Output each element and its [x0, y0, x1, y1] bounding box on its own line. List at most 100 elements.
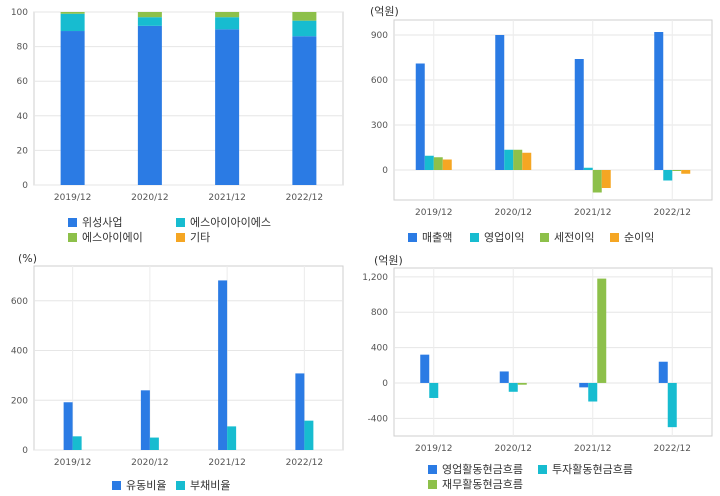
bar-에스아이아이에스 [60, 13, 85, 32]
bar-매출액 [574, 59, 584, 170]
chart-svg-ratios: 0 200 400 600 2019/12 2020/12 2021/12 2022/12 [11, 265, 344, 468]
x-tick-label: 2022/12 [654, 444, 691, 454]
bar-유동비율 [218, 280, 228, 450]
y-tick-label: 0 [22, 181, 28, 191]
bar-유동비율 [295, 373, 305, 450]
y-tick-label: 20 [17, 146, 29, 156]
bar-영업이익 [583, 167, 593, 170]
bar-부채비율 [149, 437, 159, 450]
chart-panel-ratios: (%) 0 200 400 600 2019/12 2020/12 2021/12 2022/… [0, 248, 350, 496]
bar-영업이익 [663, 170, 673, 181]
x-tick-label: 2019/12 [415, 444, 452, 454]
y-tick-label: -400 [368, 414, 389, 424]
bar-매출액 [654, 32, 664, 170]
legend-label: 에스아이에이 [82, 231, 143, 244]
legend-label: 유동비율 [126, 479, 167, 492]
x-tick-label: 2020/12 [495, 444, 532, 454]
legend-item-1: 위성사업 [68, 214, 122, 230]
legend-swatch [112, 481, 121, 490]
y-tick-label: 300 [371, 121, 388, 131]
legend-item-2: 에스아이아이에스 [176, 214, 271, 230]
x-tick-label: 2019/12 [415, 208, 452, 218]
bar-위성사업 [60, 31, 85, 186]
y-tick-label: 400 [371, 344, 388, 354]
legend-label: 영업활동현금흐름 [442, 463, 523, 476]
bar-에스아이아이에스 [137, 17, 162, 26]
legend-swatch [176, 233, 185, 242]
bar-순이익 [522, 152, 532, 170]
bar-위성사업 [292, 36, 317, 185]
legend-item-1: 매출액 [408, 229, 452, 245]
chart-panel-cashflow: (억원) -400 0 400 800 1,200 2019/12 2020/12 2021/… [360, 248, 720, 496]
bar-유동비율 [63, 402, 73, 450]
x-tick-label: 2021/12 [208, 193, 245, 203]
x-tick-label: 2019/12 [54, 193, 91, 203]
bar-매출액 [415, 63, 425, 170]
bar-영업활동현금흐름 [499, 371, 509, 383]
bar-영업이익 [424, 155, 434, 170]
plot-area [393, 267, 713, 437]
y-tick-label: 600 [11, 297, 28, 307]
legend-item-2: 영업이익 [470, 229, 524, 245]
legend-swatch [540, 233, 549, 242]
x-tick-label: 2020/12 [495, 208, 532, 218]
legend-swatch [408, 233, 417, 242]
y-tick-label: 200 [11, 396, 28, 406]
y-tick-label: 800 [371, 308, 388, 318]
legend-item-2: 부채비율 [176, 477, 230, 493]
bar-위성사업 [137, 25, 162, 186]
legend-label: 부채비율 [190, 479, 231, 492]
bar-투자활동현금흐름 [588, 382, 598, 402]
y-tick-label: 0 [22, 446, 28, 456]
y-tick-label: 900 [371, 31, 388, 41]
legend-label: 에스아이아이에스 [190, 216, 271, 229]
chart-panel-segment-share: 0 20 40 60 80 100 2019/12 2020/12 2021/12 2022/12… [0, 0, 350, 246]
legend-swatch [68, 218, 77, 227]
legend-label: 재무활동현금흐름 [442, 478, 523, 491]
bar-순이익 [601, 170, 611, 188]
legend-item-3: 재무활동현금흐름 [428, 476, 523, 492]
bar-매출액 [495, 35, 505, 170]
x-tick-label: 2020/12 [131, 193, 168, 203]
bar-세전이익 [672, 170, 682, 171]
bar-에스아이에이 [137, 12, 162, 18]
bar-에스아이에이 [292, 12, 317, 21]
bar-부채비율 [304, 420, 314, 450]
bar-영업활동현금흐름 [658, 361, 668, 383]
unit-label: (%) [18, 252, 38, 265]
bar-투자활동현금흐름 [667, 382, 677, 428]
bar-투자활동현금흐름 [429, 382, 439, 398]
legend-ratios: 유동비율 부채비율 [112, 477, 342, 493]
bar-영업활동현금흐름 [579, 382, 589, 388]
bar-세전이익 [513, 149, 523, 170]
bar-재무활동현금흐름 [517, 382, 527, 385]
legend-swatch [176, 218, 185, 227]
bar-순이익 [442, 159, 452, 170]
y-tick-label: 0 [382, 166, 388, 176]
bar-투자활동현금흐름 [508, 382, 518, 392]
legend-item-3: 에스아이에이 [68, 229, 143, 245]
x-tick-label: 2022/12 [286, 458, 323, 468]
legend-label: 위성사업 [82, 216, 123, 229]
y-tick-label: 80 [17, 43, 29, 53]
plot-area [33, 11, 344, 186]
legend-swatch [428, 465, 437, 474]
bar-세전이익 [433, 157, 443, 170]
bar-재무활동현금흐름 [597, 278, 607, 383]
y-tick-label: 1,200 [362, 273, 388, 283]
legend-swatch [176, 481, 185, 490]
legend-label: 순이익 [624, 231, 655, 244]
x-tick-label: 2021/12 [574, 208, 611, 218]
legend-label: 세전이익 [554, 231, 595, 244]
legend-swatch [428, 480, 437, 489]
bar-부채비율 [227, 426, 237, 450]
legend-label: 매출액 [422, 231, 453, 244]
plot-area [33, 265, 344, 451]
x-tick-label: 2019/12 [54, 458, 91, 468]
legend-item-3: 세전이익 [540, 229, 594, 245]
chart-svg-segment-share: 0 20 40 60 80 100 2019/12 2020/12 2021/12 2022/12 [11, 8, 344, 203]
legend-segment-share: 위성사업 에스아이아이에스 에스아이에이 기타 [68, 214, 348, 244]
x-tick-label: 2022/12 [286, 193, 323, 203]
legend-item-4: 순이익 [610, 229, 654, 245]
legend-label: 투자활동현금흐름 [552, 463, 633, 476]
